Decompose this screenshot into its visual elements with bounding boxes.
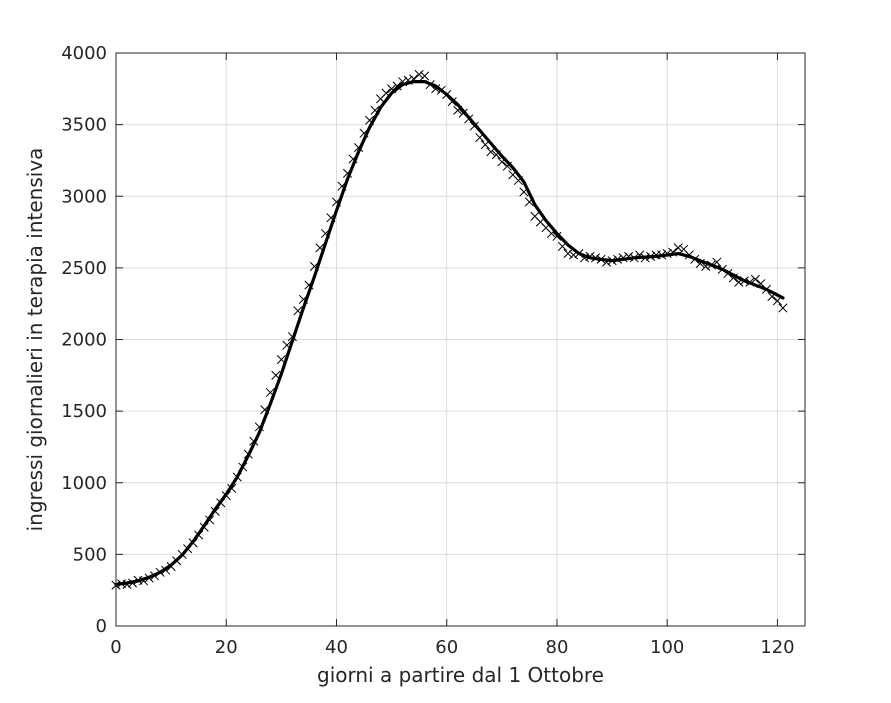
data-point-x-marker [778, 303, 788, 313]
x-tick-label: 100 [650, 637, 684, 658]
y-tick-labels: 0 500 1000 1500 2000 2500 3000 3500 4000 [61, 43, 107, 637]
data-point-x-marker [414, 69, 424, 80]
x-tick-label: 0 [110, 637, 121, 658]
y-tick-label: 2500 [61, 258, 107, 279]
data-point-x-marker [552, 231, 562, 241]
y-tick-label: 500 [73, 544, 107, 565]
x-tick-label: 120 [760, 637, 794, 658]
y-tick-label: 0 [96, 616, 107, 637]
y-axis-label: ingressi giornalieri in terapia intensiv… [23, 148, 47, 532]
x-tick-label: 60 [435, 637, 458, 658]
y-tick-label: 4000 [61, 43, 107, 64]
y-tick-label: 3000 [61, 186, 107, 207]
axis-ticks [115, 52, 805, 627]
x-tick-label: 80 [546, 637, 569, 658]
data-point-x-marker [420, 71, 430, 81]
x-tick-label: 40 [325, 637, 348, 658]
data-series [111, 69, 788, 590]
x-tick-labels: 0 20 40 60 80 100 120 [110, 637, 794, 658]
y-tick-label: 2000 [61, 330, 107, 351]
data-point-x-marker [392, 81, 402, 91]
y-tick-label: 1500 [61, 401, 107, 422]
data-point-x-marker [673, 243, 683, 253]
y-tick-label: 3500 [61, 115, 107, 136]
x-tick-label: 20 [215, 637, 238, 658]
data-point-x-marker [563, 248, 573, 259]
data-point-x-marker [486, 147, 496, 157]
y-tick-label: 1000 [61, 473, 107, 494]
smoothed-trend-line [114, 80, 785, 587]
data-point-x-marker [750, 274, 760, 284]
x-axis-label: giorni a partire dal 1 Ottobre [317, 663, 604, 687]
